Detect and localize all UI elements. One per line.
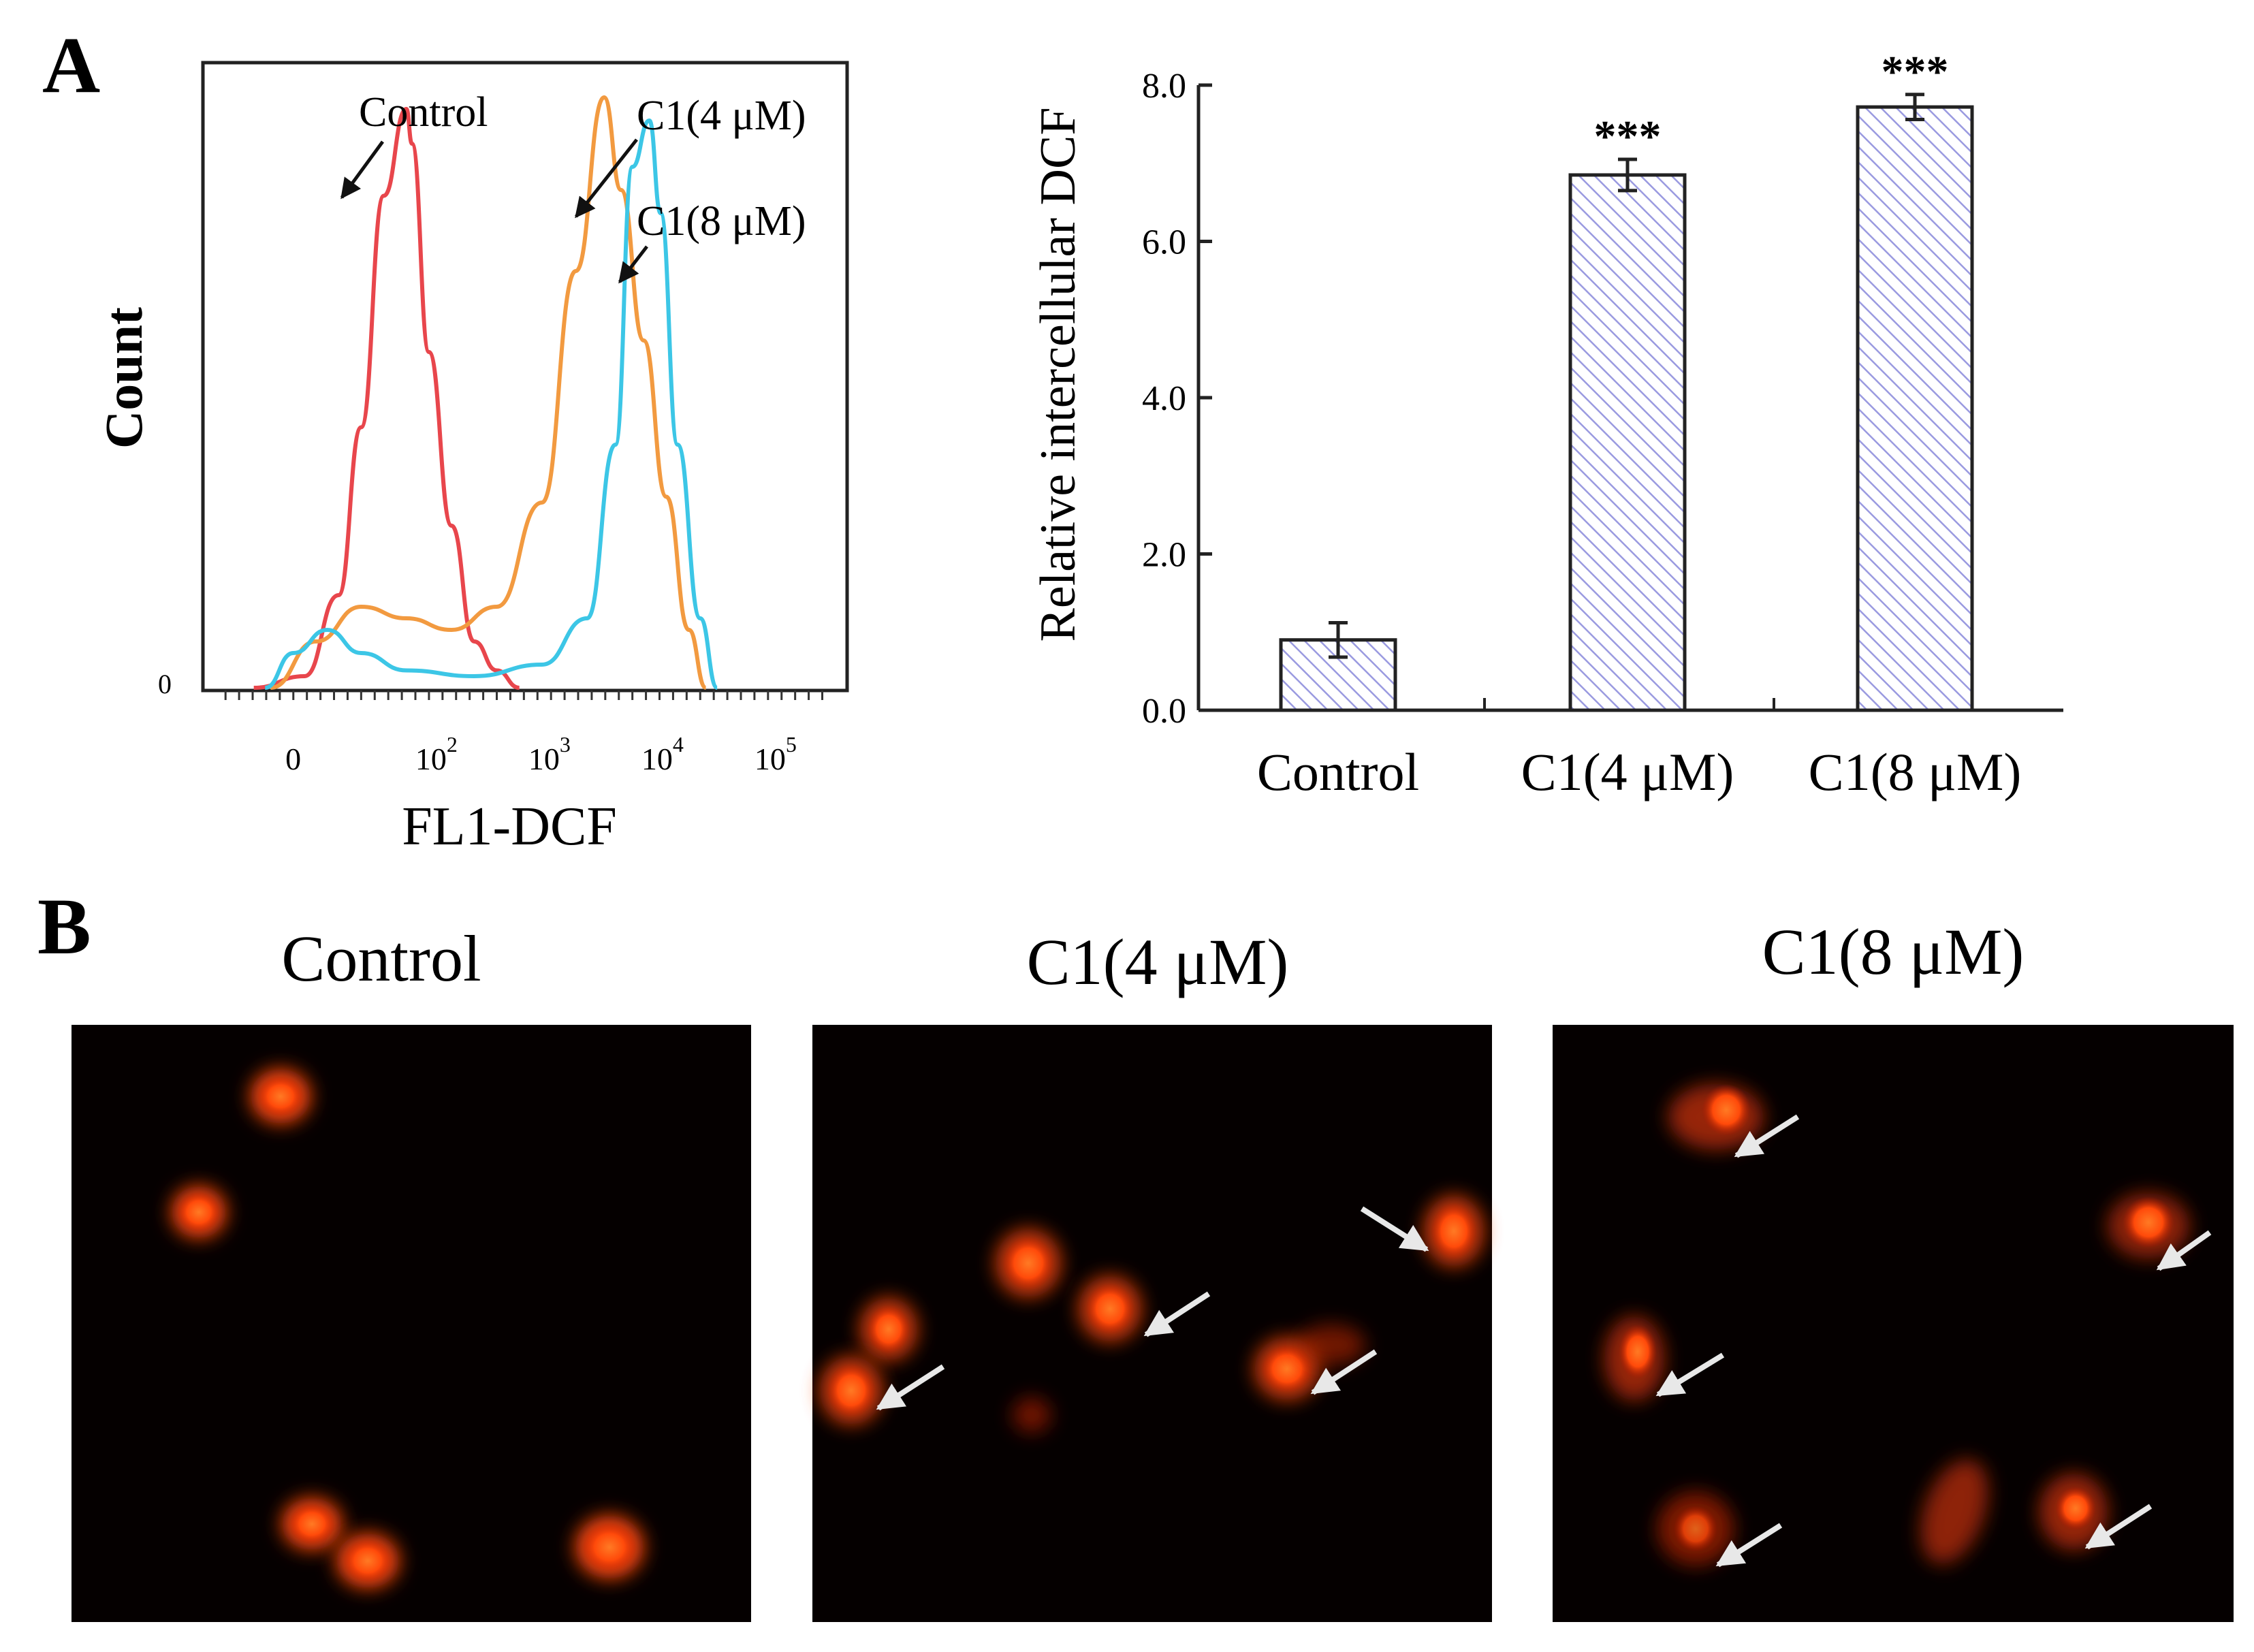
control-cells <box>172 1069 644 1588</box>
bar-2 <box>1856 105 1974 712</box>
arrow-indicator <box>1655 1352 1725 1397</box>
flow-histogram: 0 102 103 104 105 0 Count FL1-DCF Control C1… <box>94 61 849 857</box>
histogram-x-tick-exponent: 2 <box>447 732 458 757</box>
bar-1 <box>1568 173 1687 712</box>
bar-y-ticks: 0.0 2.0 4.0 6.0 8.0 <box>1142 67 1212 731</box>
cell <box>1674 1506 1717 1552</box>
histogram-series-1 <box>270 95 708 690</box>
histogram-x-tick-label: 104 <box>641 732 684 776</box>
bar-category-label: C1(4 μM) <box>1521 742 1734 801</box>
annotation-c1-4: C1(4 μM) <box>637 93 806 139</box>
panel-a-label: A <box>42 20 100 110</box>
cell <box>867 1305 910 1354</box>
panel-b-label: B <box>37 882 91 971</box>
cell <box>257 1076 304 1117</box>
histogram-y-label: Count <box>94 307 153 449</box>
micrograph-row: Control C1(4 μM) C1(8 μM) <box>72 915 2234 1622</box>
cell <box>582 1523 637 1572</box>
cell <box>343 1539 392 1583</box>
arrow-indicator <box>1310 1349 1378 1395</box>
arrow-indicator <box>1734 1114 1800 1158</box>
histogram-series-0 <box>253 106 520 690</box>
bar-y-tick-label: 0.0 <box>1142 692 1186 731</box>
histogram-x-tick-label: 0 <box>285 742 301 776</box>
histogram-y-tick-zero: 0 <box>158 669 172 699</box>
micrograph-control <box>72 1025 751 1622</box>
histogram-x-ticks: 0 102 103 104 105 <box>224 690 823 776</box>
histogram-x-label: FL1-DCF <box>402 797 617 857</box>
micrograph-c1-8 <box>1553 1025 2234 1622</box>
bar-y-tick-label: 2.0 <box>1142 536 1186 575</box>
annotation-control-arrow <box>340 140 385 200</box>
annotation-c1-8-arrow <box>618 245 648 284</box>
histogram-x-tick-exponent: 3 <box>560 732 571 757</box>
c1-8-cells <box>1604 1084 2212 1568</box>
cell <box>1619 1324 1657 1379</box>
bar-y-tick-label: 6.0 <box>1142 223 1186 262</box>
bar-y-tick-label: 4.0 <box>1142 379 1186 418</box>
significance-marker: *** <box>1882 47 1949 97</box>
arrow-indicator <box>876 1364 945 1411</box>
arrow-indicator <box>1360 1206 1429 1252</box>
annotation-control: Control <box>359 89 488 136</box>
histogram-series-2 <box>264 118 718 690</box>
arrow-indicator <box>1143 1291 1211 1337</box>
cell <box>2055 1487 2096 1530</box>
significance-marker: *** <box>1594 112 1662 161</box>
micrograph-title-c1-8: C1(8 μM) <box>1762 915 2025 988</box>
histogram-x-tick-exponent: 4 <box>673 732 684 757</box>
micrograph-title-control: Control <box>281 922 481 995</box>
bar-series: Control *** C1(4 μM) *** C1(8 μM) <box>1257 47 2022 801</box>
cell <box>1002 1236 1054 1290</box>
bar-y-label: Relative intercellular DCF <box>1030 108 1086 642</box>
annotation-c1-4-arrow <box>575 138 638 219</box>
cell <box>1085 1283 1134 1335</box>
cell <box>1702 1084 1751 1136</box>
cell <box>827 1363 876 1418</box>
cell <box>1920 1459 1988 1564</box>
bar-chart: 0.0 2.0 4.0 6.0 8.0 Control *** C1(4 μM) *** C1(… <box>1030 47 2063 801</box>
histogram-frame <box>201 61 849 693</box>
histogram-x-tick-label: 103 <box>528 732 571 776</box>
c1-4-cells <box>820 1196 1484 1433</box>
histogram-x-tick-exponent: 5 <box>786 732 797 757</box>
bar-y-tick-label: 8.0 <box>1142 67 1186 106</box>
histogram-x-tick-label: 105 <box>755 732 797 776</box>
bar-category-label: C1(8 μM) <box>1809 742 2022 801</box>
bar-category-label: Control <box>1257 742 1419 801</box>
arrow-indicator <box>1715 1523 1783 1568</box>
cell <box>177 1192 221 1233</box>
cell <box>289 1504 335 1544</box>
arrow-indicator <box>2156 1230 2212 1271</box>
micrograph-title-c1-4: C1(4 μM) <box>1027 925 1289 998</box>
annotation-c1-8: C1(8 μM) <box>637 198 806 244</box>
cell <box>1013 1397 1051 1433</box>
cell <box>1261 1344 1313 1393</box>
cell <box>1297 1324 1365 1365</box>
arrow-indicator <box>2084 1504 2153 1550</box>
cell <box>2123 1196 2174 1248</box>
histogram-x-tick-label: 102 <box>415 732 458 776</box>
histogram-series-group <box>253 95 718 690</box>
cell <box>1431 1203 1477 1260</box>
